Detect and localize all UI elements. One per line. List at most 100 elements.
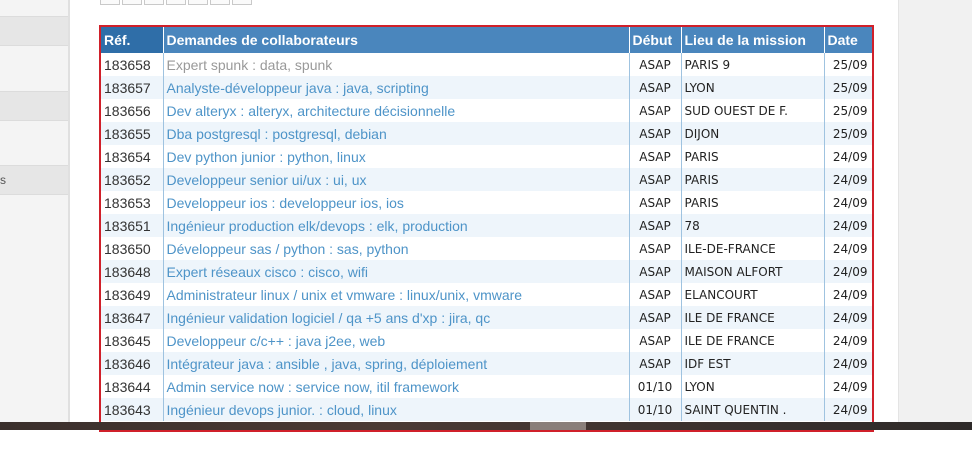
date-cell: 24/09 (824, 283, 872, 306)
request-link[interactable]: Admin service now : service now, itil fr… (166, 378, 460, 395)
place-cell: ILE DE FRANCE (681, 329, 825, 352)
place-cell: PARIS (681, 191, 825, 214)
sidebar-tab[interactable] (0, 91, 68, 121)
start-cell: ASAP (629, 214, 682, 237)
ref-cell: 183643 (101, 398, 164, 421)
start-cell: ASAP (629, 260, 682, 283)
title-cell: Admin service now : service now, itil fr… (163, 375, 630, 398)
table-row: 183650 Développeur sas / python : sas, p… (101, 237, 872, 260)
sidebar-divider (68, 0, 70, 426)
request-link[interactable]: Ingénieur devops junior. : cloud, linux (166, 401, 397, 418)
start-cell: ASAP (629, 329, 682, 352)
title-cell: Developpeur c/c++ : java j2ee, web (163, 329, 630, 352)
sidebar-tab-label: s (0, 173, 6, 187)
column-header-place[interactable]: Lieu de la mission (681, 27, 825, 53)
sidebar-tab[interactable]: s (0, 165, 68, 195)
ref-cell: 183655 (101, 122, 164, 145)
table-row: 183647 Ingénieur validation logiciel / q… (101, 306, 872, 329)
request-link[interactable]: Developpeur ios : developpeur ios, ios (166, 194, 404, 211)
place-cell: PARIS (681, 168, 825, 191)
column-header-title[interactable]: Demandes de collaborateurs (163, 27, 630, 53)
place-cell: ELANCOURT (681, 283, 825, 306)
ref-cell: 183658 (101, 53, 164, 76)
bottom-bar (0, 422, 972, 430)
ref-cell: 183646 (101, 352, 164, 375)
place-cell: 78 (681, 214, 825, 237)
table-row: 183656 Dev alteryx : alteryx, architectu… (101, 99, 872, 122)
request-link[interactable]: Ingénieur production elk/devops : elk, p… (166, 217, 468, 234)
table-header-row: Réf. Demandes de collaborateurs Début Li… (101, 27, 872, 53)
date-cell: 24/09 (824, 398, 872, 421)
ref-cell: 183647 (101, 306, 164, 329)
page-button[interactable] (144, 0, 164, 5)
job-requests-table: Réf. Demandes de collaborateurs Début Li… (99, 25, 874, 432)
place-cell: ILE-DE-FRANCE (681, 237, 825, 260)
scrollbar-handle[interactable] (530, 422, 586, 430)
date-cell: 24/09 (824, 168, 872, 191)
page-button[interactable] (188, 0, 208, 5)
table-body: 183658 Expert spunk : data, spunk ASAP P… (101, 53, 872, 421)
ref-cell: 183650 (101, 237, 164, 260)
request-link[interactable]: Analyste-développeur java : java, script… (166, 79, 429, 96)
requests-table: Réf. Demandes de collaborateurs Début Li… (101, 27, 872, 421)
request-link[interactable]: Expert spunk : data, spunk (166, 56, 333, 73)
title-cell: Intégrateur java : ansible , java, sprin… (163, 352, 630, 375)
start-cell: ASAP (629, 145, 682, 168)
table-row: 183658 Expert spunk : data, spunk ASAP P… (101, 53, 872, 76)
request-link[interactable]: Dev python junior : python, linux (166, 148, 366, 165)
request-link[interactable]: Dev alteryx : alteryx, architecture déci… (166, 102, 456, 119)
column-header-ref[interactable]: Réf. (101, 27, 164, 53)
place-cell: ILE DE FRANCE (681, 306, 825, 329)
place-cell: SUD OUEST DE F. (681, 99, 825, 122)
page-button[interactable] (100, 0, 120, 5)
start-cell: 01/10 (629, 398, 682, 421)
request-link[interactable]: Developpeur senior ui/ux : ui, ux (166, 171, 367, 188)
ref-cell: 183651 (101, 214, 164, 237)
page-button[interactable] (210, 0, 230, 5)
title-cell: Ingénieur validation logiciel / qa +5 an… (163, 306, 630, 329)
ref-cell: 183645 (101, 329, 164, 352)
date-cell: 24/09 (824, 237, 872, 260)
start-cell: ASAP (629, 99, 682, 122)
start-cell: ASAP (629, 237, 682, 260)
place-cell: PARIS 9 (681, 53, 825, 76)
place-cell: SAINT QUENTIN . (681, 398, 825, 421)
ref-cell: 183648 (101, 260, 164, 283)
date-cell: 25/09 (824, 53, 872, 76)
ref-cell: 183654 (101, 145, 164, 168)
title-cell: Expert spunk : data, spunk (163, 53, 630, 76)
title-cell: Analyste-développeur java : java, script… (163, 76, 630, 99)
ref-cell: 183649 (101, 283, 164, 306)
request-link[interactable]: Administrateur linux / unix et vmware : … (166, 286, 523, 303)
date-cell: 24/09 (824, 306, 872, 329)
start-cell: ASAP (629, 168, 682, 191)
request-link[interactable]: Expert réseaux cisco : cisco, wifi (166, 263, 369, 280)
sidebar-tab[interactable] (0, 16, 68, 46)
date-cell: 24/09 (824, 352, 872, 375)
place-cell: IDF EST (681, 352, 825, 375)
page-button[interactable] (166, 0, 186, 5)
date-cell: 24/09 (824, 145, 872, 168)
request-link[interactable]: Developpeur c/c++ : java j2ee, web (166, 332, 386, 349)
table-row: 183653 Developpeur ios : developpeur ios… (101, 191, 872, 214)
request-link[interactable]: Développeur sas / python : sas, python (166, 240, 409, 257)
date-cell: 25/09 (824, 99, 872, 122)
title-cell: Dba postgresql : postgresql, debian (163, 122, 630, 145)
start-cell: ASAP (629, 191, 682, 214)
date-cell: 24/09 (824, 214, 872, 237)
start-cell: ASAP (629, 53, 682, 76)
table-row: 183651 Ingénieur production elk/devops :… (101, 214, 872, 237)
start-cell: ASAP (629, 306, 682, 329)
place-cell: DIJON (681, 122, 825, 145)
page-button[interactable] (122, 0, 142, 5)
request-link[interactable]: Ingénieur validation logiciel / qa +5 an… (166, 309, 491, 326)
column-header-start[interactable]: Début (629, 27, 682, 53)
request-link[interactable]: Intégrateur java : ansible , java, sprin… (166, 355, 488, 372)
title-cell: Developpeur senior ui/ux : ui, ux (163, 168, 630, 191)
page-button[interactable] (232, 0, 252, 5)
column-header-date[interactable]: Date (824, 27, 872, 53)
request-link[interactable]: Dba postgresql : postgresql, debian (166, 125, 387, 142)
date-cell: 25/09 (824, 122, 872, 145)
left-sidebar: s (0, 0, 68, 426)
title-cell: Ingénieur production elk/devops : elk, p… (163, 214, 630, 237)
